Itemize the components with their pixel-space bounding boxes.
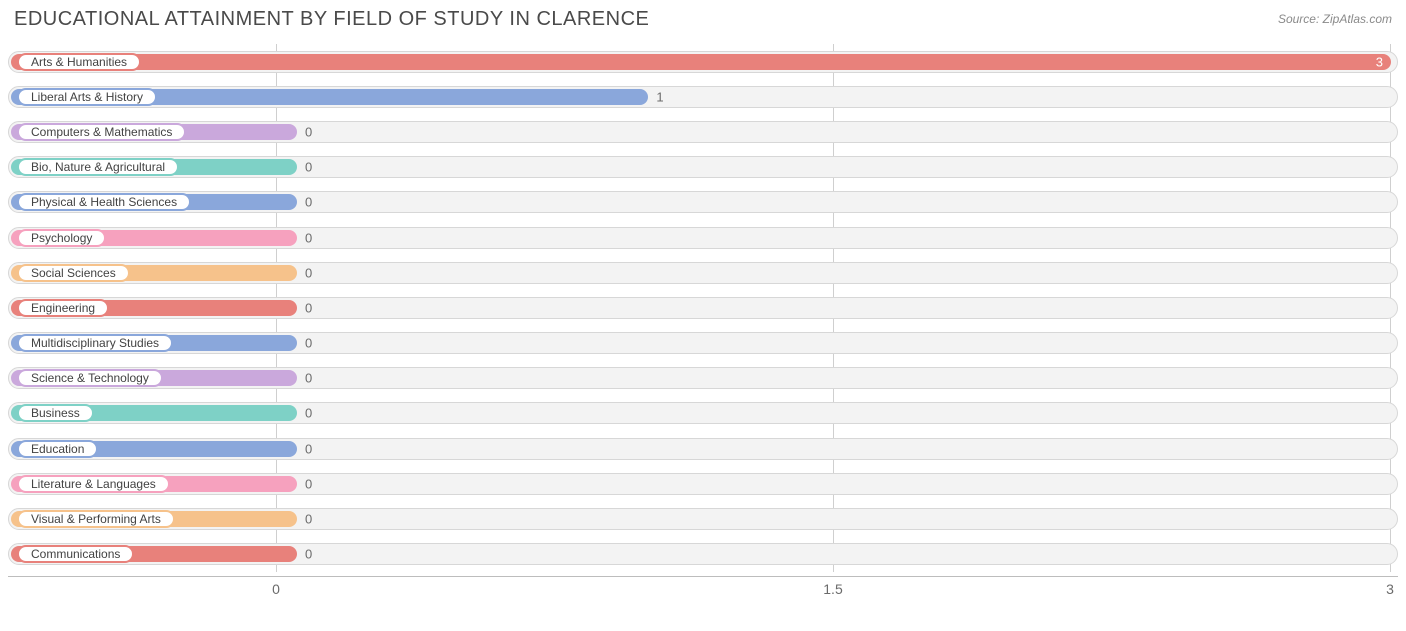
- chart-plot: 3 Arts & Humanities Liberal Arts & History…: [8, 44, 1398, 572]
- value-label: 0: [305, 336, 312, 351]
- category-pill: Social Sciences: [17, 264, 130, 282]
- bar-track: Business 0: [8, 402, 1398, 424]
- category-pill: Visual & Performing Arts: [17, 510, 175, 528]
- value-label: 0: [305, 371, 312, 386]
- bar-track: Science & Technology 0: [8, 367, 1398, 389]
- category-pill: Computers & Mathematics: [17, 123, 186, 141]
- bar-track: Psychology 0: [8, 227, 1398, 249]
- value-label: 0: [305, 265, 312, 280]
- value-label: 0: [305, 124, 312, 139]
- bar-track: Social Sciences 0: [8, 262, 1398, 284]
- bar-track: Physical & Health Sciences 0: [8, 191, 1398, 213]
- value-label: 0: [305, 195, 312, 210]
- value-label: 1: [656, 89, 663, 104]
- chart-row: Business 0: [8, 396, 1398, 431]
- x-tick: 1.5: [823, 581, 842, 597]
- chart-area: 3 Arts & Humanities Liberal Arts & History…: [0, 38, 1406, 606]
- bar-track: 3 Arts & Humanities: [8, 51, 1398, 73]
- bar-track: Communications 0: [8, 543, 1398, 565]
- category-pill: Physical & Health Sciences: [17, 193, 191, 211]
- chart-row: Engineering 0: [8, 290, 1398, 325]
- chart-title: EDUCATIONAL ATTAINMENT BY FIELD OF STUDY…: [14, 8, 649, 30]
- bar-track: Engineering 0: [8, 297, 1398, 319]
- bar-track: Education 0: [8, 438, 1398, 460]
- category-pill: Engineering: [17, 299, 109, 317]
- value-label: 0: [305, 512, 312, 527]
- bar-track: Literature & Languages 0: [8, 473, 1398, 495]
- value-label: 0: [305, 160, 312, 175]
- chart-row: 3 Arts & Humanities: [8, 44, 1398, 79]
- value-label: 0: [305, 441, 312, 456]
- bar-track: Liberal Arts & History 1: [8, 86, 1398, 108]
- chart-row: Science & Technology 0: [8, 361, 1398, 396]
- value-label: 0: [305, 300, 312, 315]
- x-tick: 3: [1386, 581, 1394, 597]
- bar-track: Visual & Performing Arts 0: [8, 508, 1398, 530]
- category-pill: Science & Technology: [17, 369, 163, 387]
- category-pill: Communications: [17, 545, 134, 563]
- chart-row: Bio, Nature & Agricultural 0: [8, 150, 1398, 185]
- category-pill: Multidisciplinary Studies: [17, 334, 173, 352]
- category-pill: Liberal Arts & History: [17, 88, 157, 106]
- bar-track: Computers & Mathematics 0: [8, 121, 1398, 143]
- category-pill: Business: [17, 404, 94, 422]
- chart-source: Source: ZipAtlas.com: [1278, 12, 1392, 26]
- category-pill: Psychology: [17, 229, 106, 247]
- chart-row: Physical & Health Sciences 0: [8, 185, 1398, 220]
- x-axis: 01.53: [8, 576, 1398, 606]
- bar-track: Multidisciplinary Studies 0: [8, 332, 1398, 354]
- category-pill: Arts & Humanities: [17, 53, 141, 71]
- value-label: 0: [305, 547, 312, 562]
- value-label: 0: [305, 476, 312, 491]
- category-pill: Literature & Languages: [17, 475, 170, 493]
- value-label: 0: [305, 406, 312, 421]
- chart-row: Visual & Performing Arts 0: [8, 501, 1398, 536]
- chart-row: Social Sciences 0: [8, 255, 1398, 290]
- chart-row: Education 0: [8, 431, 1398, 466]
- chart-header: EDUCATIONAL ATTAINMENT BY FIELD OF STUDY…: [0, 0, 1406, 38]
- category-pill: Education: [17, 440, 98, 458]
- chart-row: Liberal Arts & History 1: [8, 79, 1398, 114]
- chart-row: Computers & Mathematics 0: [8, 114, 1398, 149]
- value-label: 3: [1376, 54, 1383, 69]
- chart-row: Communications 0: [8, 537, 1398, 572]
- chart-row: Multidisciplinary Studies 0: [8, 326, 1398, 361]
- chart-row: Psychology 0: [8, 220, 1398, 255]
- category-pill: Bio, Nature & Agricultural: [17, 158, 179, 176]
- bar-fill: 3: [11, 54, 1391, 70]
- bar-track: Bio, Nature & Agricultural 0: [8, 156, 1398, 178]
- chart-row: Literature & Languages 0: [8, 466, 1398, 501]
- x-tick: 0: [272, 581, 280, 597]
- value-label: 0: [305, 230, 312, 245]
